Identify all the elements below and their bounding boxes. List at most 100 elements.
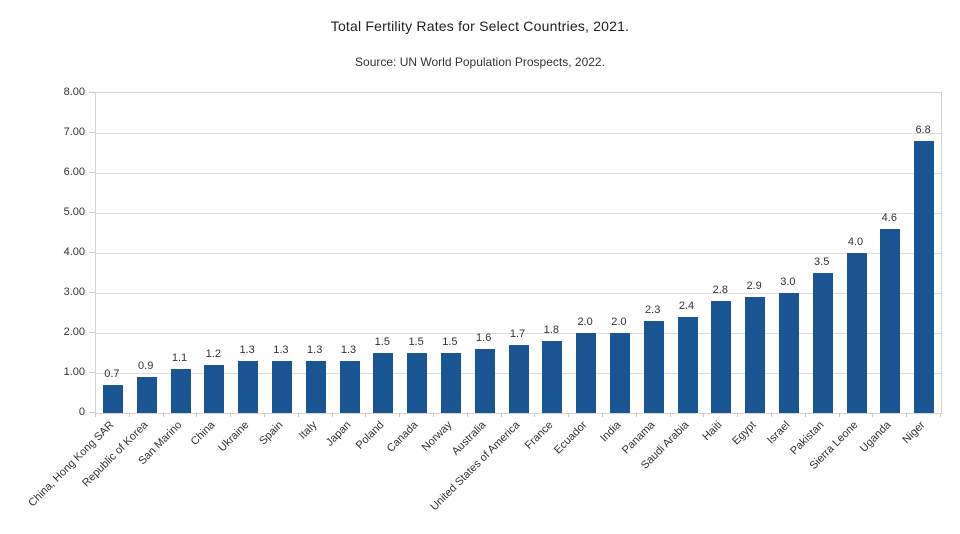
- bar-china: [204, 365, 225, 413]
- y-axis-tick-label: 3.00: [63, 286, 85, 298]
- y-gridline: [96, 172, 941, 174]
- x-axis-tick: [906, 413, 908, 417]
- chart-subtitle: Source: UN World Population Prospects, 2…: [355, 55, 605, 69]
- x-axis-tick: [433, 413, 434, 417]
- bar-value-label: 0.9: [138, 360, 154, 372]
- y-gridline: [96, 212, 941, 214]
- bar-value-label: 1.3: [239, 344, 255, 356]
- bar-value-label: 3.0: [780, 276, 796, 288]
- bar-value-label: 2.0: [611, 316, 627, 328]
- bar-uganda: [880, 229, 901, 413]
- bar-value-label: 1.3: [273, 344, 289, 356]
- x-axis-tick: [534, 413, 536, 417]
- x-axis-tick: [669, 413, 671, 417]
- bar-value-label: 1.6: [476, 332, 492, 344]
- bar-china-hong-kong-sar: [102, 385, 123, 413]
- bar-value-label: 2.8: [712, 284, 728, 296]
- bar-value-label: 2.3: [645, 304, 661, 316]
- y-axis-tick-label: 5.00: [63, 206, 85, 218]
- x-axis-category-label: Niger: [900, 419, 928, 447]
- bar-value-label: 2.0: [577, 316, 593, 328]
- bar-italy: [305, 361, 326, 413]
- bar-niger: [914, 141, 935, 413]
- bar-value-label: 1.5: [408, 336, 424, 348]
- y-axis-tick: [89, 132, 95, 133]
- x-axis-tick: [568, 413, 570, 417]
- plot-area: [95, 92, 942, 414]
- x-axis-tick: [940, 413, 941, 417]
- y-axis-tick: [89, 372, 95, 373]
- y-axis-tick: [89, 172, 95, 173]
- x-axis-tick: [399, 413, 401, 417]
- bar-spain: [271, 361, 292, 413]
- bar-san-marino: [170, 369, 191, 413]
- y-axis-tick-label: 8.00: [63, 86, 85, 98]
- y-axis-tick: [89, 412, 95, 413]
- x-axis-tick: [771, 413, 772, 417]
- bar-saudi-arabia: [677, 317, 698, 413]
- bar-republic-of-korea: [136, 377, 157, 413]
- x-axis-tick: [872, 413, 874, 417]
- x-axis-tick: [500, 413, 502, 417]
- bar-value-label: 0.7: [104, 368, 120, 380]
- bar-pakistan: [812, 273, 833, 413]
- bar-value-label: 1.7: [509, 328, 526, 340]
- bar-japan: [339, 361, 360, 413]
- x-axis-tick: [297, 413, 299, 417]
- y-axis-tick: [89, 92, 95, 93]
- x-axis-tick: [635, 413, 637, 417]
- bar-norway: [440, 353, 461, 413]
- x-axis-tick: [602, 413, 603, 417]
- bar-value-label: 1.8: [543, 324, 559, 336]
- bar-value-label: 3.5: [814, 256, 830, 268]
- bar-ukraine: [238, 361, 259, 413]
- bar-haiti: [711, 301, 732, 413]
- x-axis-tick: [331, 413, 333, 417]
- bar-value-label: 6.8: [915, 124, 931, 136]
- x-axis-tick: [264, 413, 265, 417]
- bar-value-label: 1.1: [171, 352, 188, 364]
- chart-title: Total Fertility Rates for Select Countri…: [330, 18, 630, 34]
- bar-value-label: 2.9: [746, 280, 762, 292]
- y-axis-tick-label: 0: [78, 406, 85, 418]
- x-axis-tick: [128, 413, 130, 417]
- bar-value-label: 1.5: [374, 336, 390, 348]
- x-axis-tick: [838, 413, 840, 417]
- x-axis-tick: [162, 413, 164, 417]
- bar-value-label: 1.3: [340, 344, 357, 356]
- bar-canada: [407, 353, 428, 413]
- bar-poland: [373, 353, 394, 413]
- x-axis-tick: [703, 413, 705, 417]
- x-axis-tick: [95, 413, 96, 417]
- x-axis-tick: [804, 413, 806, 417]
- bar-israel: [778, 293, 799, 413]
- bar-sierra-leone: [846, 253, 867, 413]
- bar-value-label: 1.2: [205, 348, 221, 360]
- x-axis-tick: [466, 413, 468, 417]
- y-gridline: [96, 132, 941, 134]
- x-axis-tick: [196, 413, 198, 417]
- x-axis-tick: [737, 413, 739, 417]
- bar-value-label: 1.5: [442, 336, 458, 348]
- bar-value-label: 1.3: [307, 344, 323, 356]
- bar-france: [542, 341, 563, 413]
- y-axis-tick: [89, 252, 95, 253]
- bar-united-states-of-america: [508, 345, 529, 413]
- y-axis-tick: [89, 212, 95, 213]
- y-axis-tick-label: 2.00: [63, 326, 85, 338]
- y-axis-tick-label: 6.00: [63, 166, 85, 178]
- y-axis-tick-label: 4.00: [63, 246, 85, 258]
- y-axis-tick: [89, 332, 95, 333]
- y-axis-tick-label: 1.00: [63, 366, 85, 378]
- bar-ecuador: [576, 333, 597, 413]
- x-axis-tick: [230, 413, 232, 417]
- y-gridline: [96, 332, 941, 334]
- x-axis-tick: [365, 413, 367, 417]
- y-axis-tick: [89, 292, 95, 293]
- bar-australia: [474, 349, 495, 413]
- bar-egypt: [745, 297, 766, 413]
- y-axis-tick-label: 7.00: [63, 126, 85, 138]
- bar-value-label: 2.4: [678, 300, 695, 312]
- bar-value-label: 4.6: [881, 212, 897, 224]
